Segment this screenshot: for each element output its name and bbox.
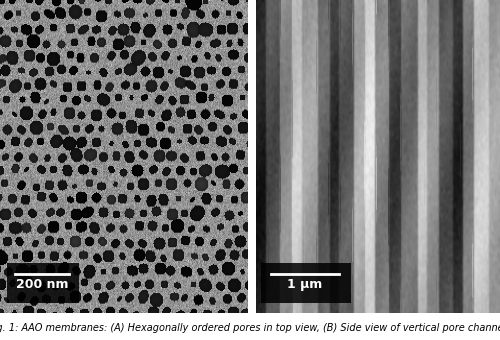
FancyBboxPatch shape bbox=[261, 263, 351, 303]
FancyBboxPatch shape bbox=[8, 263, 80, 303]
Text: 200 nm: 200 nm bbox=[16, 278, 68, 291]
Text: 1 μm: 1 μm bbox=[287, 278, 322, 291]
Text: Fig. 1: AAO membranes: (A) Hexagonally ordered pores in top view, (B) Side view : Fig. 1: AAO membranes: (A) Hexagonally o… bbox=[0, 323, 500, 333]
